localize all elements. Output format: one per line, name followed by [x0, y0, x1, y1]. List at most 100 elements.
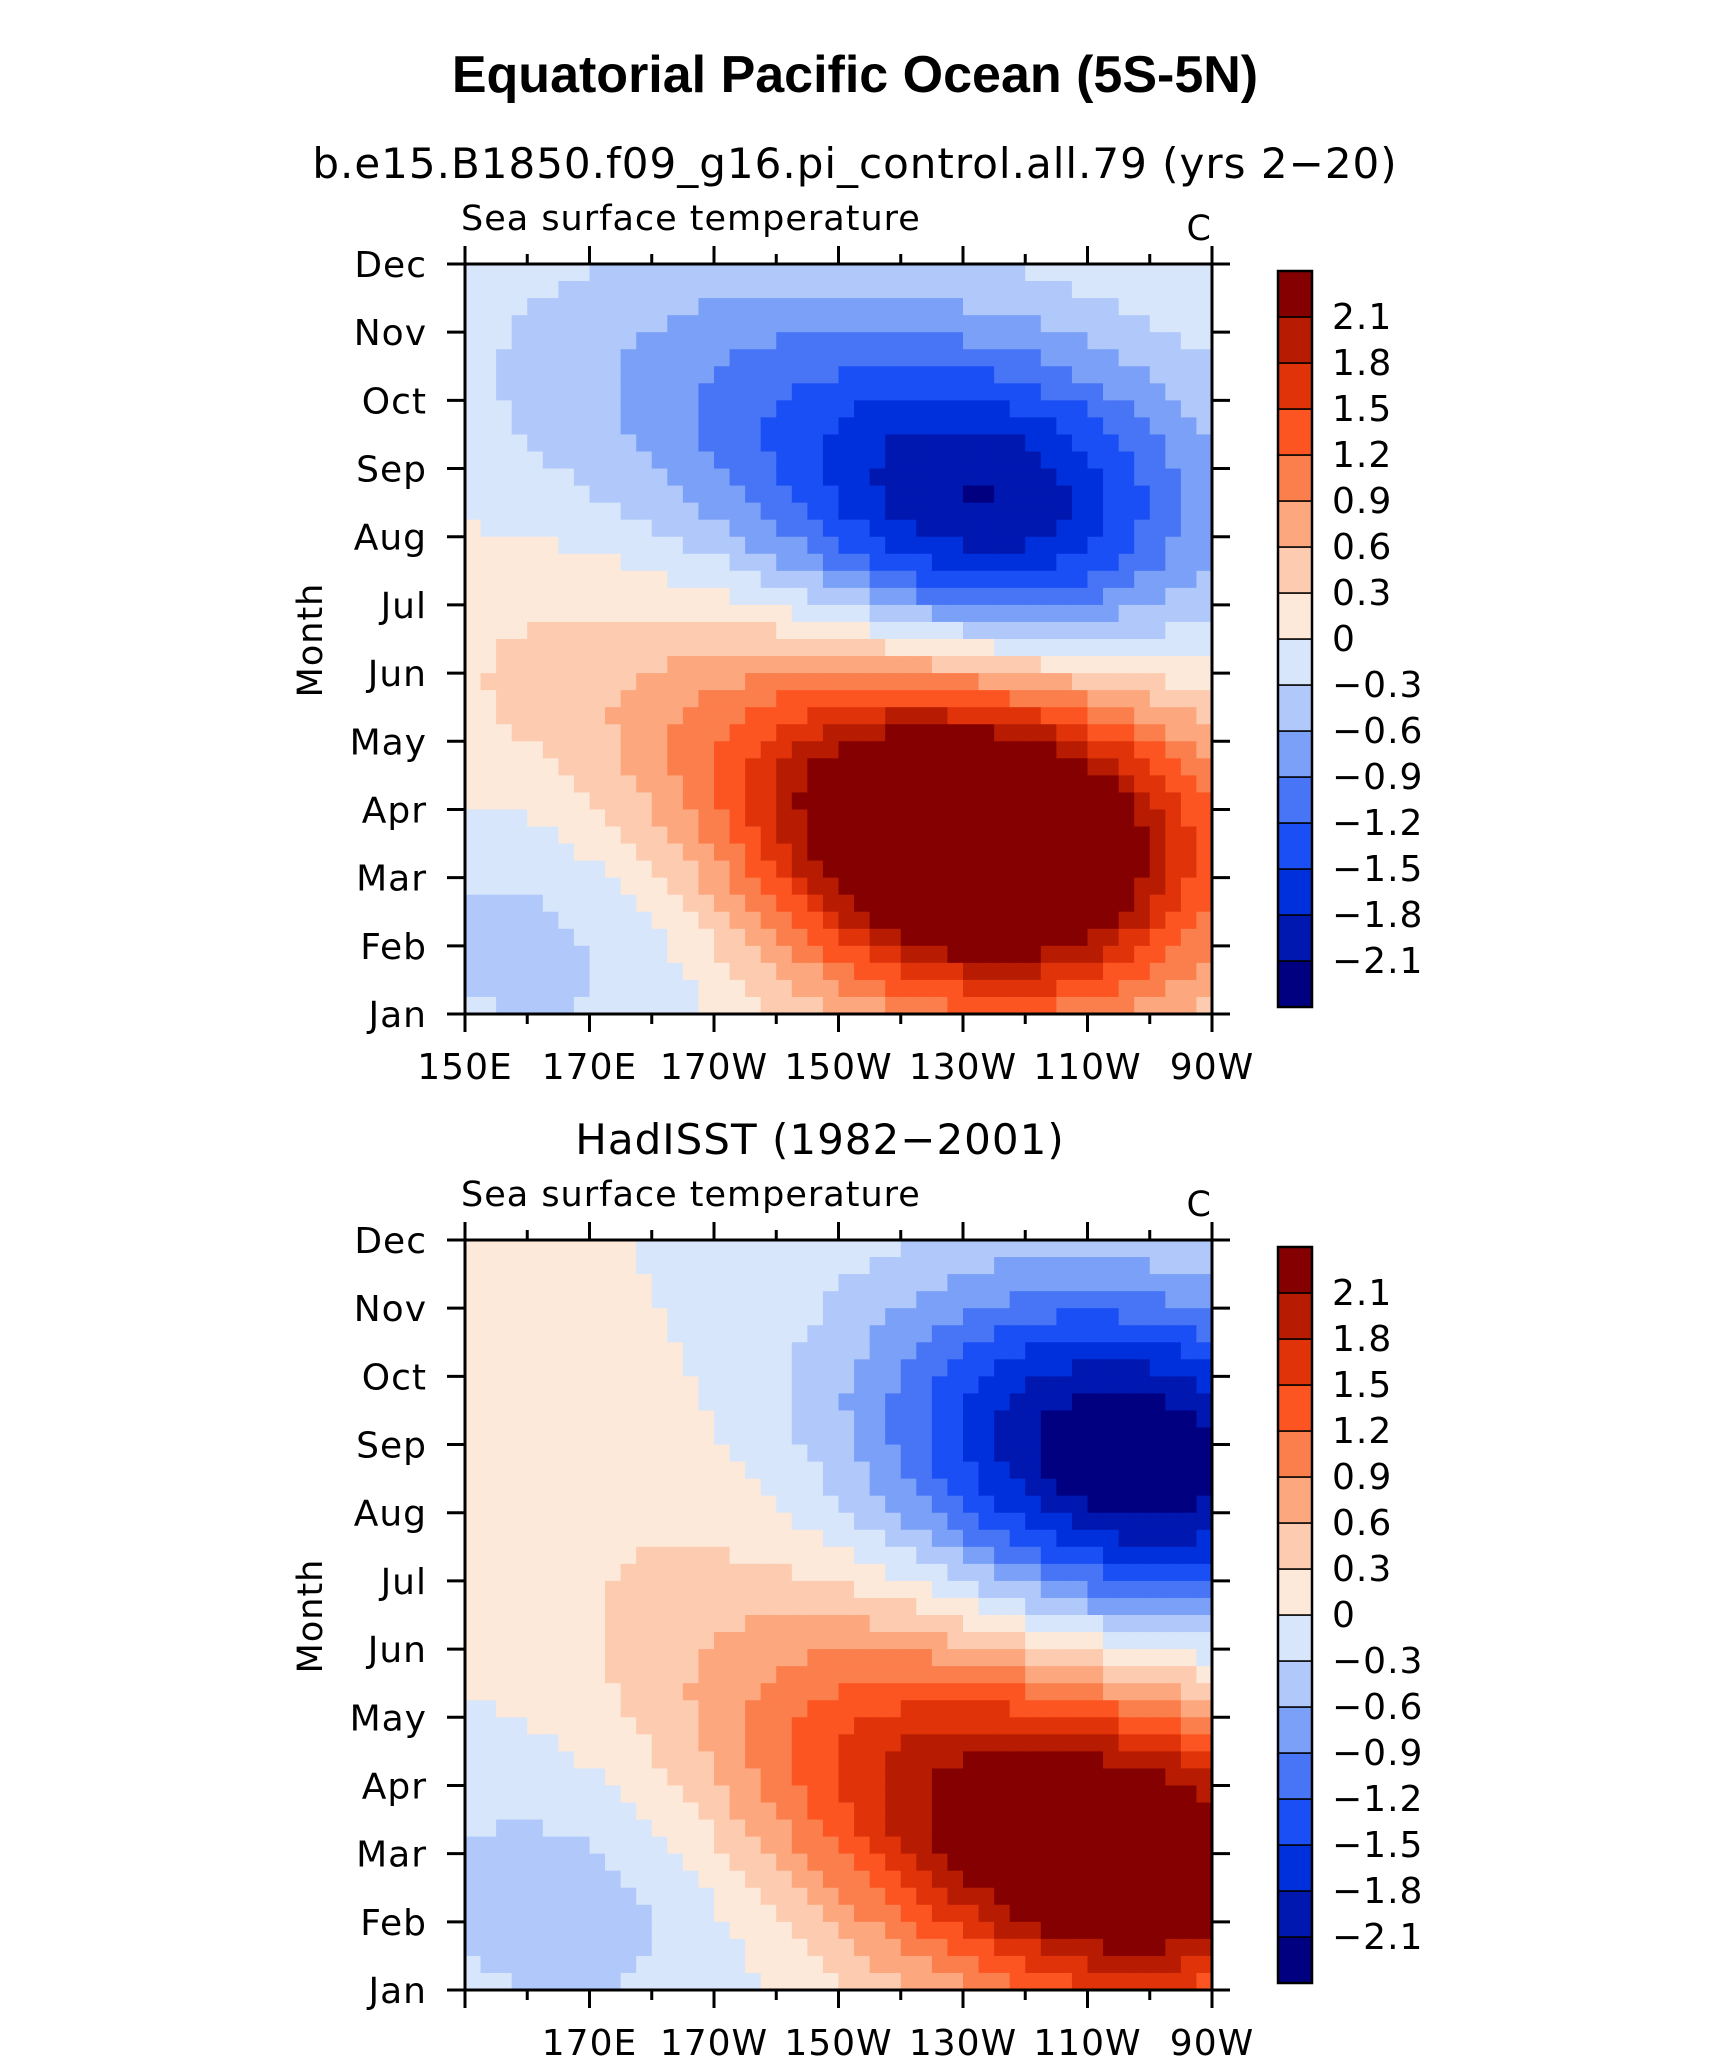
sst-cell: [1025, 1376, 1042, 1395]
sst-cell: [1056, 468, 1073, 487]
sst-cell: [994, 945, 1011, 964]
sst-cell: [1103, 1291, 1120, 1309]
sst-cell: [558, 315, 575, 333]
sst-cell: [620, 1597, 637, 1616]
sst-cell: [1118, 502, 1135, 521]
sst-cell: [527, 1700, 544, 1718]
sst-cell: [558, 1870, 575, 1889]
sst-cell: [714, 894, 731, 913]
sst-cell: [558, 1921, 575, 1940]
sst-cell: [869, 1478, 886, 1497]
sst-cell: [1087, 1666, 1104, 1684]
sst-cell: [1087, 1683, 1104, 1701]
sst-cell: [900, 485, 917, 504]
sst-cell: [1103, 536, 1120, 555]
sst-cell: [1009, 775, 1026, 794]
sst-cell: [682, 894, 700, 913]
sst-cell: [589, 1597, 606, 1616]
sst-cell: [1071, 894, 1089, 913]
sst-cell: [838, 1819, 855, 1838]
sst-cell: [994, 349, 1011, 367]
sst-cell: [900, 1563, 917, 1582]
sst-cell: [480, 1597, 497, 1616]
sst-cell: [651, 315, 668, 333]
sst-cell: [542, 502, 559, 521]
sst-cell: [714, 775, 731, 794]
sst-cell: [838, 1870, 855, 1889]
sst-cell: [947, 894, 964, 913]
sst-cell: [931, 383, 949, 401]
sst-cell: [745, 1563, 762, 1582]
sst-cell: [511, 349, 528, 367]
sst-cell: [714, 417, 731, 436]
sst-cell: [947, 1615, 964, 1633]
sst-cell: [900, 996, 917, 1015]
sst-cell: [931, 1308, 949, 1326]
sst-cell: [760, 1666, 777, 1684]
sst-cell: [605, 1921, 622, 1940]
sst-cell: [620, 451, 637, 470]
sst-cell: [1071, 468, 1089, 487]
sst-cell: [822, 1819, 840, 1838]
sst-cell: [869, 673, 886, 691]
sst-cell: [745, 1359, 762, 1377]
sst-cell: [527, 281, 544, 299]
sst-cell: [1009, 1938, 1026, 1957]
sst-cell: [698, 1325, 715, 1343]
sst-cell: [1180, 519, 1198, 538]
sst-cell: [947, 1649, 964, 1667]
sst-cell: [869, 519, 886, 538]
sst-cell: [838, 587, 855, 606]
sst-cell: [1180, 485, 1198, 504]
sst-cell: [931, 502, 949, 521]
sst-cell: [885, 1444, 902, 1463]
colorbar-swatch: [1277, 776, 1313, 824]
sst-cell: [511, 809, 528, 828]
sst-cell: [1071, 349, 1089, 367]
sst-cell: [791, 1342, 808, 1360]
sst-cell: [1071, 962, 1089, 981]
sst-cell: [620, 962, 637, 981]
sst-cell: [1134, 281, 1151, 299]
sst-cell: [869, 1887, 886, 1906]
sst-cell: [900, 979, 917, 998]
sst-cell: [1118, 758, 1135, 776]
sst-cell: [496, 553, 513, 572]
sst-cell: [963, 1785, 980, 1804]
sst-cell: [1103, 741, 1120, 759]
sst-cell: [620, 1393, 637, 1412]
sst-cell: [838, 1546, 855, 1565]
sst-cell: [916, 1700, 933, 1718]
sst-cell: [978, 383, 995, 401]
sst-cell: [465, 400, 482, 419]
sst-cell: [838, 1632, 855, 1650]
sst-cell: [1009, 1700, 1026, 1718]
sst-cell: [760, 1700, 777, 1718]
sst-cell: [573, 639, 591, 657]
sst-cell: [1009, 1870, 1026, 1889]
sst-cell: [807, 1700, 824, 1718]
sst-cell: [636, 1342, 653, 1360]
sst-cell: [511, 417, 528, 436]
sst-cell: [1071, 553, 1089, 572]
sst-cell: [947, 1870, 964, 1889]
sst-cell: [931, 587, 949, 606]
sst-cell: [682, 843, 700, 862]
sst-cell: [822, 1529, 840, 1548]
sst-cell: [854, 1972, 871, 1991]
sst-cell: [776, 656, 793, 674]
sst-cell: [1056, 1308, 1073, 1326]
sst-cell: [496, 1597, 513, 1616]
sst-cell: [931, 996, 949, 1015]
sst-cell: [636, 775, 653, 794]
sst-cell: [620, 1768, 637, 1787]
sst-cell: [1180, 1240, 1198, 1258]
sst-cell: [931, 536, 949, 555]
sst-cell: [605, 843, 622, 862]
sst-cell: [1009, 639, 1026, 657]
sst-cell: [620, 707, 637, 725]
sst-cell: [1040, 1921, 1057, 1940]
sst-cell: [589, 366, 606, 384]
sst-cell: [636, 1802, 653, 1821]
sst-cell: [854, 417, 871, 436]
